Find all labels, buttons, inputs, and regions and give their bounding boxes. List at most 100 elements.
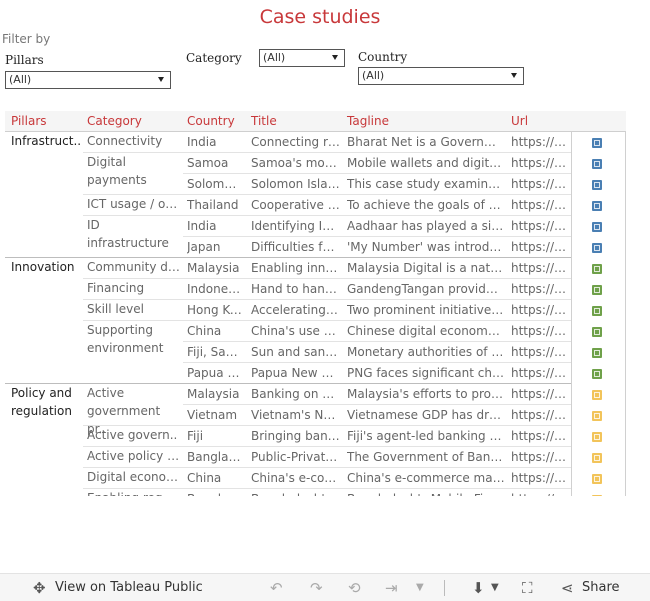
infrastructure-icon[interactable] <box>592 159 602 169</box>
category-cell[interactable]: Supporting environment <box>87 323 164 355</box>
tagline-cell[interactable]: Malaysia's efforts to prom.. <box>347 387 505 401</box>
country-cell[interactable]: Hong Ko.. <box>187 303 243 317</box>
url-cell[interactable]: https://b.. <box>511 240 569 254</box>
category-cell[interactable]: Digital econom.. <box>87 470 181 484</box>
country-cell[interactable]: Fiji <box>187 429 204 443</box>
url-cell[interactable]: https://b.. <box>511 177 569 191</box>
title-cell[interactable]: Bringing banki.. <box>251 429 341 443</box>
download-dropdown-icon[interactable]: ▼ <box>491 582 499 593</box>
category-cell[interactable]: ID infrastructure <box>87 218 169 250</box>
redo-icon[interactable]: ↷ <box>310 579 323 597</box>
title-cell[interactable]: Public-Private .. <box>251 450 341 464</box>
tagline-cell[interactable]: Aadhaar has played a signi.. <box>347 219 505 233</box>
url-cell[interactable]: https://b.. <box>511 156 569 170</box>
title-cell[interactable]: Banking on pol.. <box>251 387 341 401</box>
tagline-cell[interactable]: The Government of Bangla.. <box>347 450 505 464</box>
policy-icon[interactable] <box>592 432 602 442</box>
column-header-tagline[interactable]: Tagline <box>347 114 389 128</box>
infrastructure-icon[interactable] <box>592 201 602 211</box>
innovation-icon[interactable] <box>592 348 602 358</box>
title-cell[interactable]: China's e-com.. <box>251 471 341 485</box>
title-cell[interactable]: Sun and sandb.. <box>251 345 341 359</box>
url-cell[interactable]: https://b.. <box>511 324 569 338</box>
column-header-title[interactable]: Title <box>251 114 277 128</box>
tagline-cell[interactable]: China's e-commerce marke.. <box>347 471 505 485</box>
infrastructure-icon[interactable] <box>592 180 602 190</box>
infrastructure-icon[interactable] <box>592 138 602 148</box>
category-cell[interactable]: ICT usage / ow.. <box>87 197 181 211</box>
revert-icon[interactable]: ⟲ <box>348 579 361 597</box>
view-on-tableau-public-link[interactable]: View on Tableau Public <box>55 580 203 595</box>
url-cell[interactable]: https://b.. <box>511 219 569 233</box>
column-header-url[interactable]: Url <box>511 114 529 128</box>
url-cell[interactable]: https://b.. <box>511 471 569 485</box>
category-cell[interactable]: Active govern.. <box>87 428 178 442</box>
tagline-cell[interactable]: Two prominent initiatives .. <box>347 303 505 317</box>
tagline-cell[interactable]: GandengTangan provides .. <box>347 282 505 296</box>
policy-icon[interactable] <box>592 390 602 400</box>
tagline-cell[interactable]: PNG faces significant chall.. <box>347 366 505 380</box>
policy-icon[interactable] <box>592 453 602 463</box>
category-cell[interactable]: Digital payments <box>87 155 147 187</box>
country-cell[interactable]: Indonesia <box>187 282 243 296</box>
tagline-cell[interactable]: Chinese digital economy p.. <box>347 324 505 338</box>
innovation-icon[interactable] <box>592 306 602 316</box>
title-cell[interactable]: China's use of .. <box>251 324 341 338</box>
policy-icon[interactable] <box>592 495 602 496</box>
pillar-cell[interactable]: Infrastruct.. <box>11 134 82 148</box>
url-cell[interactable]: https://b.. <box>511 303 569 317</box>
country-cell[interactable]: India <box>187 135 217 149</box>
category-cell[interactable]: Financing <box>87 281 145 295</box>
refresh-icon[interactable]: ⇥ <box>385 579 398 597</box>
url-cell[interactable]: https://b.. <box>511 345 569 359</box>
innovation-icon[interactable] <box>592 327 602 337</box>
country-cell[interactable]: Japan <box>187 240 221 254</box>
title-cell[interactable]: Accelerating fi.. <box>251 303 341 317</box>
url-cell[interactable]: https://b.. <box>511 429 569 443</box>
share-icon[interactable]: ⋖ <box>561 579 574 597</box>
tagline-cell[interactable]: Mobile wallets and digital .. <box>347 156 505 170</box>
tagline-cell[interactable]: Malaysia Digital is a natio.. <box>347 261 505 275</box>
download-icon[interactable]: ⬇ <box>472 579 485 597</box>
country-cell[interactable]: China <box>187 324 222 338</box>
pillar-cell[interactable]: Innovation <box>11 260 75 274</box>
tagline-cell[interactable]: Bangladesh's Mobile Finan.. <box>347 490 505 496</box>
tagline-cell[interactable]: Bharat Net is a Governmen.. <box>347 135 505 149</box>
tagline-cell[interactable]: Monetary authorities of th.. <box>347 345 505 359</box>
title-cell[interactable]: Hand to hand i.. <box>251 282 341 296</box>
infrastructure-icon[interactable] <box>592 222 602 232</box>
column-header-country[interactable]: Country <box>187 114 235 128</box>
innovation-icon[interactable] <box>592 264 602 274</box>
undo-icon[interactable]: ↶ <box>270 579 283 597</box>
category-cell[interactable]: Active policy pr.. <box>87 449 181 463</box>
url-cell[interactable]: https://b.. <box>511 408 569 422</box>
tagline-cell[interactable]: This case study examines t.. <box>347 177 505 191</box>
policy-icon[interactable] <box>592 411 602 421</box>
country-cell[interactable]: India <box>187 219 217 233</box>
column-header-category[interactable]: Category <box>87 114 142 128</box>
title-cell[interactable]: Papua New Gu.. <box>251 366 341 380</box>
country-cell[interactable]: Samoa <box>187 156 229 170</box>
title-cell[interactable]: Enabling innov.. <box>251 261 341 275</box>
country-cell[interactable]: Fiji, Sam.. <box>187 345 243 359</box>
title-cell[interactable]: Solomon Islan.. <box>251 177 341 191</box>
title-cell[interactable]: Connecting rur.. <box>251 135 341 149</box>
country-filter-dropdown[interactable]: (All) <box>358 67 524 85</box>
category-cell[interactable]: Community dev.. <box>87 260 181 274</box>
share-button[interactable]: Share <box>582 580 620 595</box>
country-cell[interactable]: Banglad.. <box>187 490 243 496</box>
url-cell[interactable]: https://b.. <box>511 282 569 296</box>
title-cell[interactable]: Difficulties fac.. <box>251 240 341 254</box>
title-cell[interactable]: Bangladesh's.. <box>251 490 341 496</box>
country-cell[interactable]: Malaysia <box>187 387 240 401</box>
tagline-cell[interactable]: To achieve the goals of the.. <box>347 198 505 212</box>
tagline-cell[interactable]: Fiji's agent-led banking mo.. <box>347 429 505 443</box>
category-cell[interactable]: Enabling regul.. <box>87 489 181 496</box>
category-filter-dropdown[interactable]: (All) <box>259 49 345 67</box>
infrastructure-icon[interactable] <box>592 243 602 253</box>
category-cell[interactable]: Connectivity <box>87 134 163 148</box>
innovation-icon[interactable] <box>592 285 602 295</box>
refresh-dropdown-icon[interactable]: ▼ <box>416 582 424 593</box>
tagline-cell[interactable]: Vietnamese GDP has drast.. <box>347 408 505 422</box>
title-cell[interactable]: Cooperative c.. <box>251 198 341 212</box>
